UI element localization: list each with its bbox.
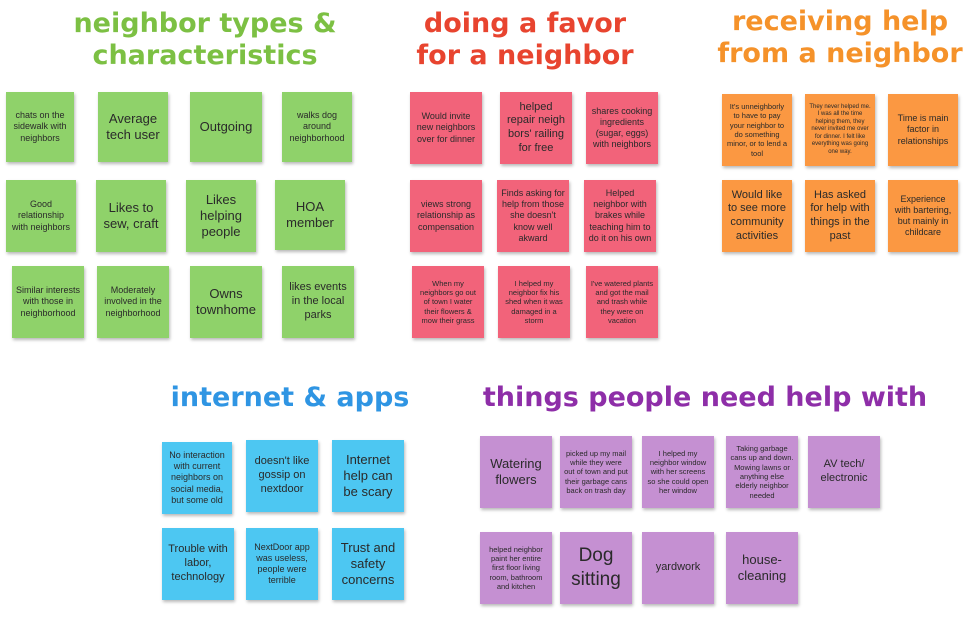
help-needed-title: things people need help with	[482, 382, 928, 413]
sticky-note[interactable]: Similar interests with those in neighbor…	[12, 266, 84, 338]
sticky-note[interactable]: Has asked for help with things in the pa…	[805, 180, 875, 252]
neighbor-types-title: neighbor types & characteristics	[73, 8, 337, 72]
sticky-note[interactable]: Good relationship with neighbors	[6, 180, 76, 252]
sticky-note[interactable]: No interaction with current neighbors on…	[162, 442, 232, 514]
sticky-note[interactable]: It's unneighborly to have to pay your ne…	[722, 94, 792, 166]
sticky-note[interactable]: Would invite new neighbors over for dinn…	[410, 92, 482, 164]
sticky-note[interactable]: Trouble with labor, technology	[162, 528, 234, 600]
sticky-note[interactable]: views strong relationship as compensatio…	[410, 180, 482, 252]
sticky-note[interactable]: Helped neighbor with brakes while teachi…	[584, 180, 656, 252]
sticky-note[interactable]: picked up my mail while they were out of…	[560, 436, 632, 508]
sticky-note[interactable]: NextDoor app was useless, people were te…	[246, 528, 318, 600]
doing-favor-title: doing a favor for a neighbor	[416, 8, 634, 72]
sticky-note[interactable]: Would like to see more community activit…	[722, 180, 792, 252]
sticky-note[interactable]: Trust and safety concerns	[332, 528, 404, 600]
sticky-note[interactable]: yardwork	[642, 532, 714, 604]
sticky-note[interactable]: house-cleaning	[726, 532, 798, 604]
sticky-note[interactable]: When my neighbors go out of town I water…	[412, 266, 484, 338]
internet-apps-title: internet & apps	[170, 382, 410, 413]
sticky-note[interactable]: Watering flowers	[480, 436, 552, 508]
sticky-note[interactable]: shares cooking ingredients (sugar, eggs)…	[586, 92, 658, 164]
sticky-note[interactable]: I helped my neighbor fix his shed when i…	[498, 266, 570, 338]
sticky-note[interactable]: helped neighbor paint her entire first f…	[480, 532, 552, 604]
sticky-note[interactable]: Likes to sew, craft	[96, 180, 166, 252]
sticky-note[interactable]: doesn't like gossip on nextdoor	[246, 440, 318, 512]
sticky-note[interactable]: I've watered plants and got the mail and…	[586, 266, 658, 338]
sticky-note[interactable]: Time is main factor in relationships	[888, 94, 958, 166]
sticky-note[interactable]: HOA member	[275, 180, 345, 250]
sticky-note[interactable]: Moderately involved in the neighborhood	[97, 266, 169, 338]
sticky-note[interactable]: walks dog around neighborhood	[282, 92, 352, 162]
sticky-note[interactable]: Average tech user	[98, 92, 168, 162]
sticky-note[interactable]: I helped my neighbor window with her scr…	[642, 436, 714, 508]
sticky-note[interactable]: helped repair neigh bors' railing for fr…	[500, 92, 572, 164]
receiving-help-title: receiving help from a neighbor	[717, 6, 963, 70]
sticky-note[interactable]: Owns townhome	[190, 266, 262, 338]
sticky-note[interactable]: They never helped me. I was all the time…	[805, 94, 875, 166]
sticky-note[interactable]: Outgoing	[190, 92, 262, 162]
sticky-note[interactable]: Experience with bartering, but mainly in…	[888, 180, 958, 252]
sticky-note[interactable]: Finds asking for help from those she doe…	[497, 180, 569, 252]
sticky-note[interactable]: Dog sitting	[560, 532, 632, 604]
sticky-note[interactable]: AV tech/ electronic	[808, 436, 880, 508]
sticky-note[interactable]: Internet help can be scary	[332, 440, 404, 512]
sticky-note[interactable]: chats on the sidewalk with neighbors	[6, 92, 74, 162]
sticky-note[interactable]: Taking garbage cans up and down. Mowing …	[726, 436, 798, 508]
sticky-note[interactable]: likes events in the local parks	[282, 266, 354, 338]
sticky-note[interactable]: Likes helping people	[186, 180, 256, 252]
